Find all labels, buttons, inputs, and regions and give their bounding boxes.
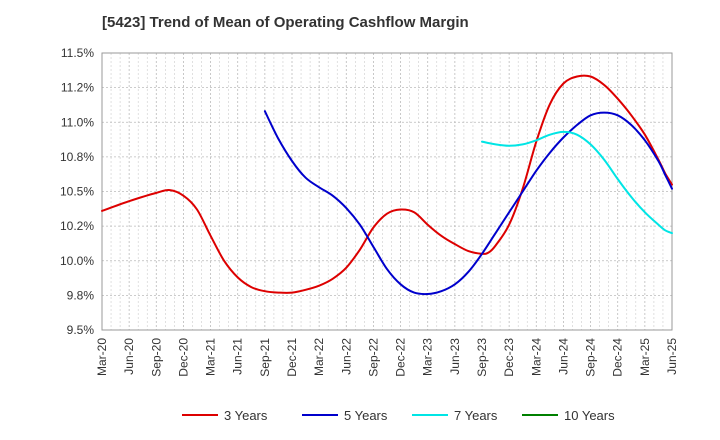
y-tick-label: 9.8% (67, 288, 95, 302)
x-tick-label: Mar-22 (312, 338, 326, 376)
x-tick-label: Jun-23 (448, 338, 462, 375)
x-tick-label: Dec-24 (611, 338, 625, 377)
x-tick-label: Mar-25 (638, 338, 652, 376)
x-tick-label: Sep-22 (366, 338, 380, 377)
x-tick-label: Jun-21 (231, 338, 245, 375)
chart-title: [5423] Trend of Mean of Operating Cashfl… (102, 14, 469, 31)
x-axis-ticks: Mar-20 Jun-20 Sep-20 Dec-20 Mar-21 Jun-21 Sep-… (95, 338, 679, 377)
legend-label-7-years: 7 Years (454, 408, 498, 423)
x-tick-label: Sep-24 (584, 338, 598, 377)
y-tick-label: 10.8% (60, 150, 94, 164)
x-tick-label: Sep-20 (149, 338, 163, 377)
x-tick-label: Mar-20 (95, 338, 109, 376)
x-tick-label: Mar-24 (529, 338, 543, 376)
legend: 3 Years 5 Years 7 Years 10 Years (182, 408, 615, 423)
series-line-7-years (481, 130, 673, 235)
grid-lines (101, 52, 673, 331)
legend-label-3-years: 3 Years (224, 408, 268, 423)
x-tick-label: Sep-23 (475, 338, 489, 377)
x-tick-label: Jun-22 (339, 338, 353, 375)
x-tick-label: Dec-20 (176, 338, 190, 377)
x-tick-label: Sep-21 (258, 338, 272, 377)
y-axis-ticks: 9.5% 9.8% 10.0% 10.2% 10.5% 10.8% 11.0% 11.2% 11… (60, 46, 94, 337)
plot-border (101, 52, 673, 331)
series-line-5-years (263, 110, 673, 296)
x-tick-label: Jun-20 (122, 338, 136, 375)
y-tick-label: 9.5% (67, 323, 95, 337)
y-tick-label: 11.0% (61, 115, 94, 129)
legend-label-10-years: 10 Years (564, 408, 615, 423)
x-tick-label: Mar-23 (421, 338, 435, 376)
x-tick-label: Dec-23 (502, 338, 516, 377)
x-tick-label: Dec-22 (394, 338, 408, 377)
y-tick-label: 10.0% (60, 254, 94, 268)
y-tick-label: 11.5% (61, 46, 94, 60)
x-tick-label: Jun-25 (665, 338, 679, 375)
y-tick-label: 10.5% (60, 185, 94, 199)
y-tick-label: 10.2% (60, 219, 94, 233)
x-tick-label: Dec-21 (285, 338, 299, 377)
series-lines (101, 74, 673, 296)
series-line-3-years (101, 74, 673, 294)
y-tick-label: 11.2% (61, 81, 94, 95)
x-tick-label: Mar-21 (204, 338, 218, 376)
x-tick-label: Jun-24 (556, 338, 570, 375)
legend-label-5-years: 5 Years (344, 408, 388, 423)
